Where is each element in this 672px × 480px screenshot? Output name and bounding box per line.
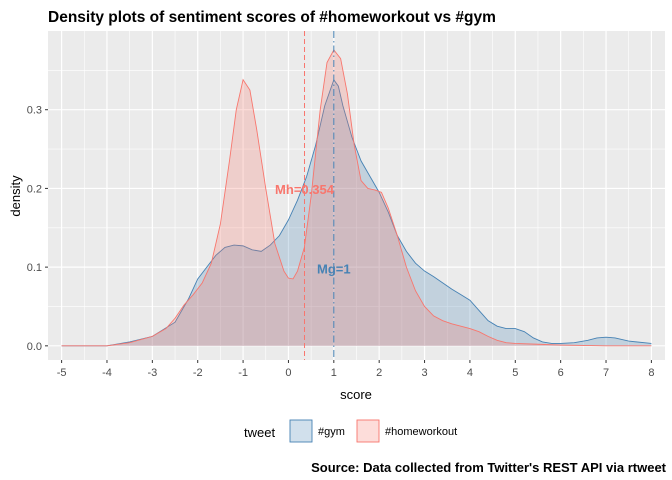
x-axis-title: score xyxy=(340,387,372,402)
x-tick-label: 6 xyxy=(558,367,564,379)
legend-key-bg-gym xyxy=(289,419,313,443)
x-tick-label: 2 xyxy=(376,367,382,379)
legend-key-bg-homeworkout xyxy=(356,419,380,443)
y-tick-label: 0.2 xyxy=(27,183,42,195)
x-tick-label: 4 xyxy=(467,367,473,379)
mean-lines xyxy=(304,31,335,360)
legend-title: tweet xyxy=(244,425,275,440)
y-axis-ticks: 0.0 0.1 0.2 0.3 xyxy=(27,105,48,353)
x-tick-label: -5 xyxy=(57,367,67,379)
density-line-gym xyxy=(61,78,652,347)
y-tick-label: 0.1 xyxy=(27,262,42,274)
x-tick-label: 5 xyxy=(512,367,518,379)
x-tick-label: -2 xyxy=(193,367,203,379)
minor-gridlines xyxy=(48,31,665,360)
y-axis-title: density xyxy=(8,175,23,217)
chart-title: Density plots of sentiment scores of #ho… xyxy=(48,9,496,26)
y-tick-label: 0.0 xyxy=(27,341,42,353)
chart-caption: Source: Data collected from Twitter's RE… xyxy=(311,460,667,475)
density-area-gym xyxy=(61,79,652,346)
mean-annotation-gym: Mg=1 xyxy=(317,262,351,277)
x-tick-label: -3 xyxy=(147,367,157,379)
density-area-homeworkout xyxy=(61,49,652,346)
x-tick-label: -1 xyxy=(238,367,248,379)
legend-label-homeworkout: #homeworkout xyxy=(385,426,457,438)
x-axis-ticks: -5 -4 -3 -2 -1 0 1 2 3 4 5 6 7 8 xyxy=(57,360,654,379)
legend: tweet #gym #homeworkout xyxy=(244,419,457,443)
mean-annotation-homeworkout: Mh=0.354 xyxy=(275,182,335,197)
mean-annotations: Mh=0.354 Mg=1 xyxy=(275,182,351,276)
x-tick-label: 1 xyxy=(331,367,337,379)
x-tick-label: -4 xyxy=(102,367,112,379)
x-tick-label: 7 xyxy=(603,367,609,379)
legend-key-gym xyxy=(289,419,313,443)
legend-label-gym: #gym xyxy=(318,426,345,438)
x-tick-label: 0 xyxy=(285,367,291,379)
y-tick-label: 0.3 xyxy=(27,105,42,117)
x-tick-label: 8 xyxy=(648,367,654,379)
x-tick-label: 3 xyxy=(421,367,427,379)
legend-key-homeworkout xyxy=(356,419,380,443)
